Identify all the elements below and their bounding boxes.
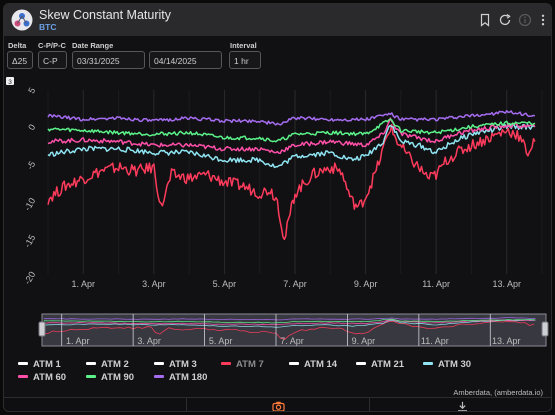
widget-title: Skew Constant Maturity [39, 8, 171, 22]
chart-badge-text: 3 [8, 79, 12, 86]
legend-swatch [356, 361, 366, 365]
legend-swatch [86, 361, 96, 365]
navigator-line [43, 318, 536, 324]
y-tick-label: 0 [26, 123, 37, 132]
navigator-line [43, 319, 536, 328]
x-tick-label: 3. Apr [142, 279, 166, 289]
legend-swatch [423, 361, 433, 365]
y-tick-label: -10 [22, 196, 37, 212]
legend-item-atm-14[interactable]: ATM 14 [289, 359, 337, 371]
navigator-tick-label: 7. Apr [280, 336, 304, 346]
x-tick-label: 7. Apr [283, 279, 307, 289]
x-tick-label: 11. Apr [422, 279, 450, 289]
navigator-handle-right[interactable] [541, 321, 549, 337]
navigator-line [43, 319, 536, 326]
legend-swatch [18, 361, 28, 365]
info-icon[interactable] [518, 13, 532, 27]
legend-item-atm-60[interactable]: ATM 60 [18, 372, 66, 384]
navigator-tick-label: 1. Apr [66, 336, 90, 346]
date-end-input[interactable]: 04/14/2025 [149, 51, 222, 69]
x-tick-label: 5. Apr [213, 279, 237, 289]
legend-label: ATM 21 [371, 359, 405, 370]
legend-swatch [154, 374, 164, 378]
delta-select[interactable]: Δ25 [7, 51, 33, 69]
series-line-atm-7[interactable] [47, 123, 536, 241]
navigator-line [44, 317, 536, 321]
delta-label: Delta [8, 41, 27, 50]
legend-item-atm-90[interactable]: ATM 90 [86, 372, 134, 384]
legend-label: ATM 2 [101, 359, 129, 370]
amberdata-logo-icon [11, 9, 33, 31]
y-tick-label: 5 [26, 86, 37, 95]
legend-item-atm-7[interactable]: ATM 7 [221, 359, 264, 371]
bookmark-icon[interactable] [478, 13, 492, 27]
y-tick-label: -5 [25, 159, 38, 171]
legend-swatch [86, 374, 96, 378]
legend-item-atm-2[interactable]: ATM 2 [86, 359, 129, 371]
legend-label: ATM 30 [438, 359, 472, 370]
date-start-input[interactable]: 03/31/2025 [72, 51, 145, 69]
legend-label: ATM 1 [33, 359, 61, 370]
legend-swatch [289, 361, 299, 365]
navigator-tick-label: 11. Apr [421, 336, 449, 346]
widget-subtitle: BTC [39, 22, 57, 32]
y-tick-label: -15 [22, 233, 37, 249]
legend-item-atm-30[interactable]: ATM 30 [423, 359, 471, 371]
widget-header: Skew Constant Maturity BTC [4, 4, 551, 36]
x-axis-ticks: 1. Apr 3. Apr 5. Apr 7. Apr 9. Apr 11. Apr 13.… [72, 279, 521, 289]
legend-item-atm-21[interactable]: ATM 21 [356, 359, 404, 371]
x-tick-label: 9. Apr [354, 279, 378, 289]
series-line-atm-180[interactable] [47, 110, 536, 126]
footer-cell-left [4, 398, 187, 411]
legend-item-atm-1[interactable]: ATM 1 [18, 359, 61, 371]
legend-label: ATM 90 [101, 372, 135, 383]
navigator-tick-label: 9. Apr [352, 336, 376, 346]
chart-badge[interactable] [6, 77, 14, 85]
legend-swatch [18, 374, 28, 378]
y-axis-ticks: 5 0 -5 -10 -15 -20 [22, 86, 37, 286]
legend-item-atm-3[interactable]: ATM 3 [154, 359, 197, 371]
interval-label: Interval [230, 41, 257, 50]
navigator[interactable]: 1. Apr 3. Apr 5. Apr 7. Apr 9. Apr 11. Apr 13.… [38, 313, 549, 347]
series-line-atm-60[interactable] [47, 117, 536, 155]
legend-label: ATM 180 [169, 372, 208, 383]
legend-swatch [154, 361, 164, 365]
chart-credit[interactable]: Amberdata, (amberdata.io) [453, 388, 543, 397]
x-tick-label: 1. Apr [72, 279, 96, 289]
legend-label: ATM 3 [169, 359, 197, 370]
series-line-atm-30[interactable] [47, 123, 536, 169]
series-line-atm-90[interactable] [47, 118, 536, 143]
navigator-handle-left[interactable] [38, 321, 46, 337]
legend-swatch [221, 361, 231, 365]
legend-label: ATM 14 [304, 359, 338, 370]
cpc-select[interactable]: C-P [38, 51, 67, 69]
more-vertical-icon[interactable] [536, 13, 550, 27]
date-range-label: Date Range [72, 41, 114, 50]
widget-frame: Skew Constant Maturity BTC Delta Δ25 C-P… [3, 3, 552, 412]
legend-label: ATM 60 [33, 372, 67, 383]
cpc-label: C-P/P-C [38, 41, 66, 50]
footer-cell-camera[interactable] [187, 398, 370, 412]
camera-icon[interactable] [272, 401, 285, 412]
widget-footer [4, 397, 551, 412]
navigator-tick-label: 3. Apr [137, 336, 161, 346]
chart-series[interactable] [47, 110, 536, 241]
navigator-tick-label: 5. Apr [209, 336, 233, 346]
refresh-icon[interactable] [498, 13, 512, 27]
navigator-line [43, 320, 535, 340]
download-icon[interactable] [457, 401, 468, 412]
footer-cell-download[interactable] [370, 398, 551, 412]
navigator-tick-label: 13. Apr [492, 336, 521, 346]
y-tick-label: -20 [22, 270, 37, 286]
interval-select[interactable]: 1 hr [229, 51, 261, 69]
legend-item-atm-180[interactable]: ATM 180 [154, 372, 207, 384]
legend-label: ATM 7 [236, 359, 264, 370]
x-tick-label: 13. Apr [492, 279, 521, 289]
controls-bar: Delta Δ25 C-P/P-C C-P Date Range 03/31/2… [4, 36, 551, 76]
skew-chart[interactable]: 3 5 0 -5 -10 -15 -20 1. Apr 3. Apr 5. Apr 7. Apr… [4, 76, 552, 359]
